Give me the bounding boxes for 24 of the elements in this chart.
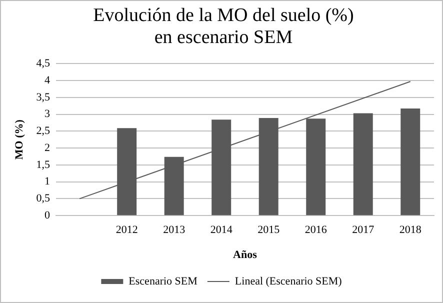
x-tick-label: 2017 (352, 224, 375, 236)
y-tick-label: 3,5 (36, 91, 50, 104)
y-tick-label: 0 (44, 209, 50, 222)
y-tick-label: 0,5 (36, 192, 50, 205)
y-tick-label: 4,5 (36, 57, 50, 70)
x-tick-label: 2015 (258, 224, 280, 236)
x-tick-label: 2014 (210, 224, 233, 236)
y-tick-label: 1 (44, 176, 50, 188)
bar (353, 113, 373, 216)
x-tick-label: 2013 (163, 224, 186, 236)
y-tick-label: 1,5 (36, 158, 50, 171)
x-axis-title: Años (233, 249, 258, 262)
x-tick-label: 2016 (304, 224, 328, 236)
bar (400, 108, 420, 216)
legend-label: Escenario SEM (128, 275, 198, 288)
legend-label: Lineal (Escenario SEM) (234, 275, 342, 288)
x-tick-label: 2012 (116, 224, 138, 236)
x-tick-label: 2018 (399, 224, 422, 236)
chart-title: Evolución de la MO del suelo (%) en escenario SEM (92, 5, 355, 49)
y-tick-label: 2,5 (36, 125, 50, 138)
y-tick-label: 4 (44, 74, 50, 86)
y-tick-label: 3 (44, 108, 50, 120)
y-axis-title: MO (%) (13, 119, 26, 160)
y-tick-label: 2 (44, 142, 50, 154)
